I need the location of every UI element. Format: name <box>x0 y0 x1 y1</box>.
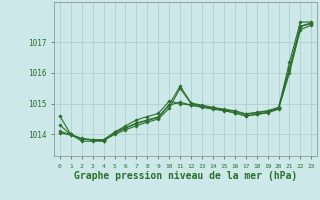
X-axis label: Graphe pression niveau de la mer (hPa): Graphe pression niveau de la mer (hPa) <box>74 171 297 181</box>
